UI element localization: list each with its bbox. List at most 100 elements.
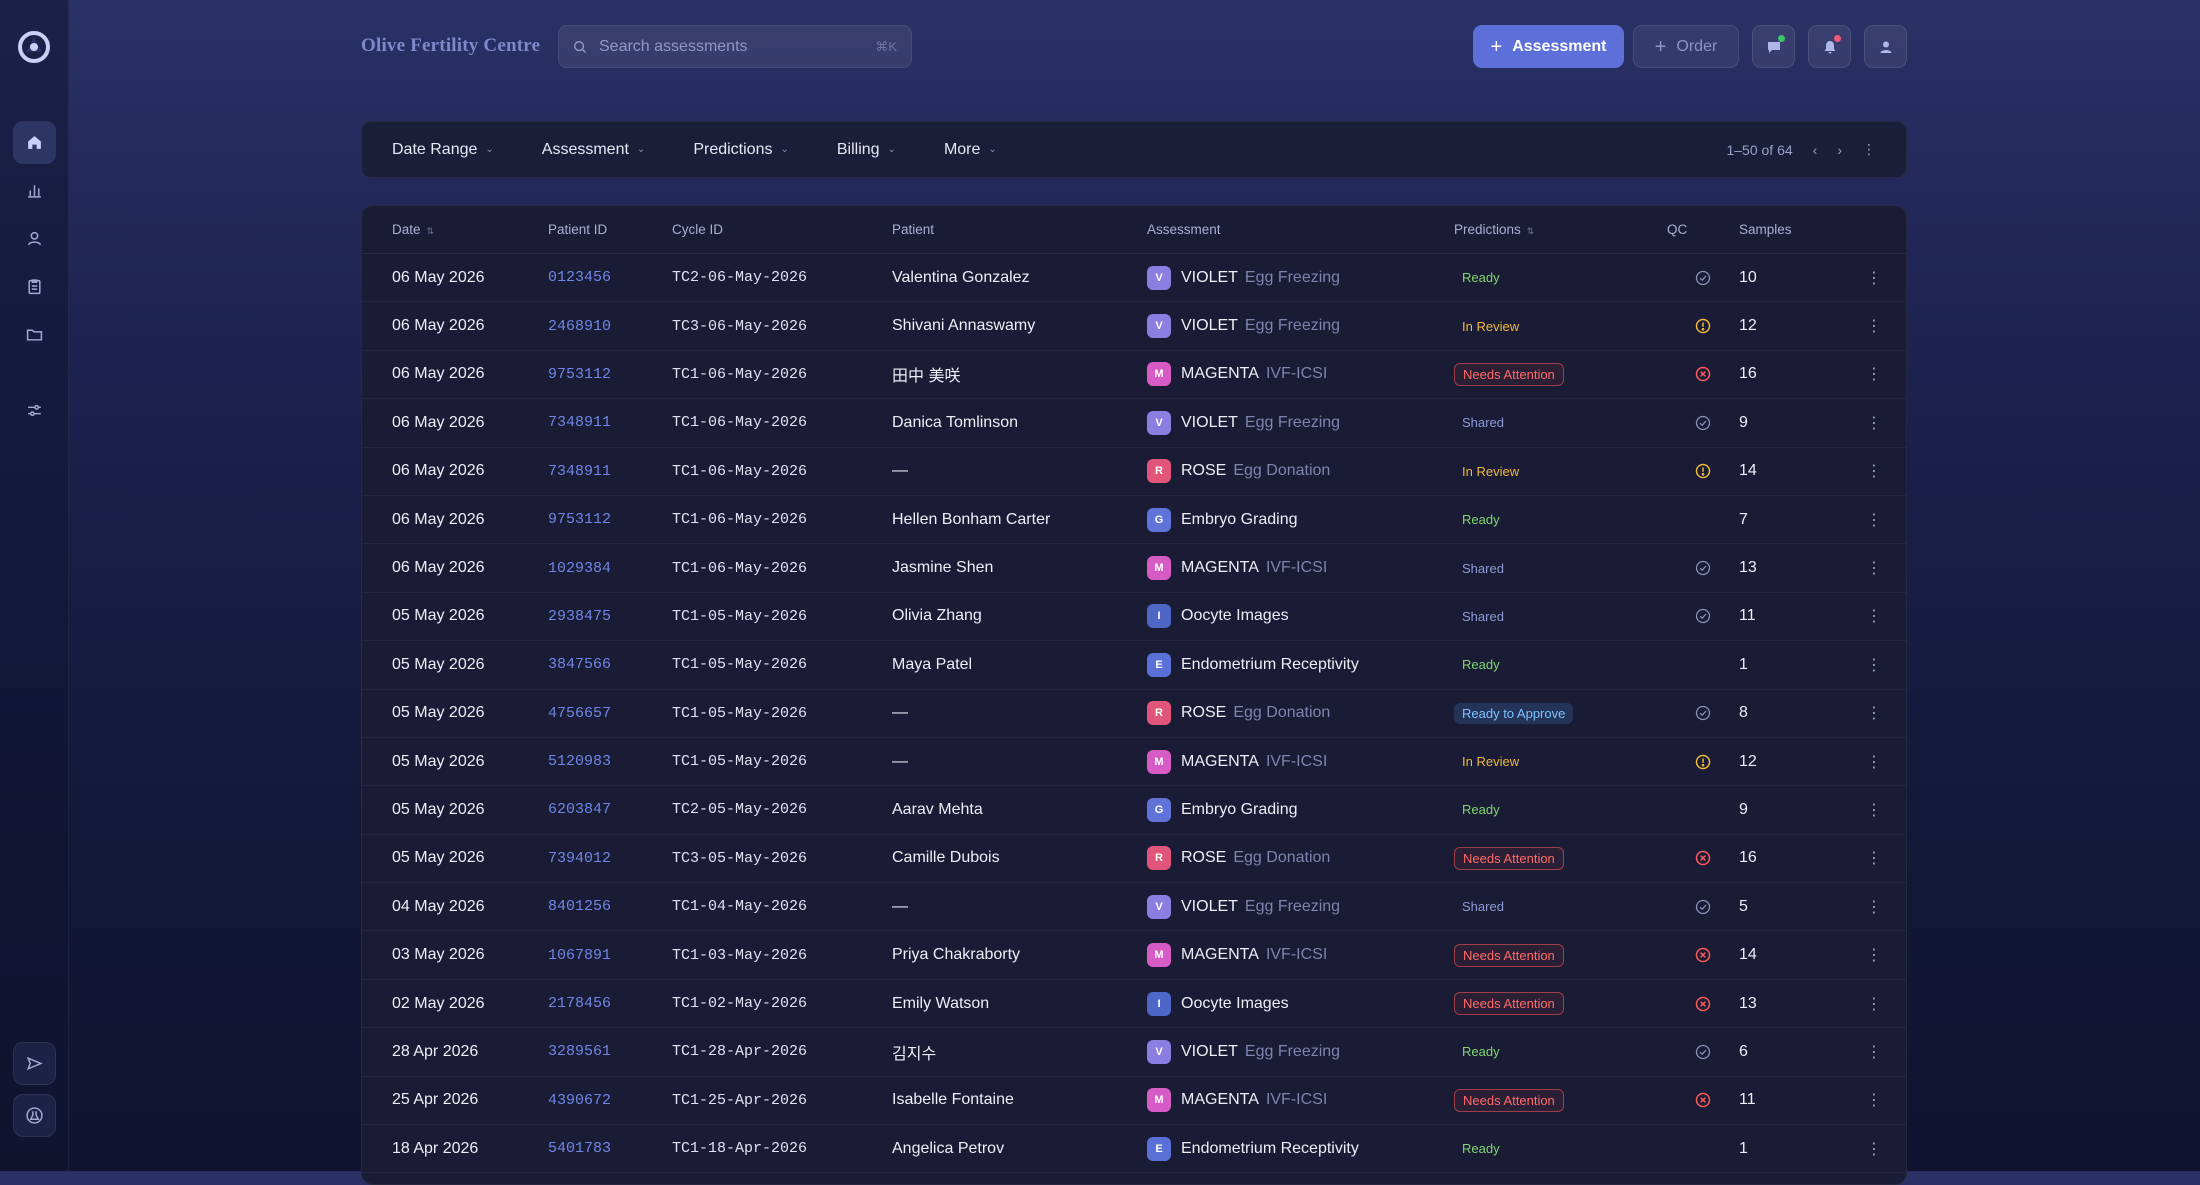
row-more-icon[interactable]: ⋮ [1866,898,1882,916]
filter-assessment[interactable]: Assessment ⌄ [542,141,646,159]
row-more-icon[interactable]: ⋮ [1866,995,1882,1013]
table-row[interactable]: 06 May 2026 2468910 TC3-06-May-2026 Shivani… [362,302,1906,351]
table-row[interactable]: 05 May 2026 3847566 TC1-05-May-2026 Maya Pa… [362,641,1906,690]
notifications-button[interactable] [1808,25,1851,68]
filter-more[interactable]: More ⌄ [944,141,997,159]
table-row[interactable]: 02 May 2026 2178456 TC1-02-May-2026 Emily W… [362,980,1906,1029]
user-icon [1880,41,1891,53]
row-more-icon[interactable]: ⋮ [1866,1043,1882,1061]
table-body: 06 May 2026 0123456 TC2-06-May-2026 Valenti… [362,254,1906,1174]
table-row[interactable]: 03 May 2026 1067891 TC1-03-May-2026 Priya C… [362,931,1906,980]
new-order-button[interactable]: + Order [1633,25,1739,68]
cell-patient-id[interactable]: 9753112 [548,511,612,529]
column-predictions[interactable]: Predictions ⇅ [1454,222,1667,237]
cell-patient-id[interactable]: 1067891 [548,946,612,964]
cell-patient-id[interactable]: 7348911 [548,414,612,432]
sidebar-item-lab[interactable] [13,1094,56,1137]
new-assessment-button[interactable]: + Assessment [1473,25,1624,68]
filter-predictions[interactable]: Predictions ⌄ [693,141,789,159]
row-more-icon[interactable]: ⋮ [1866,705,1882,723]
table-row[interactable]: 06 May 2026 9753112 TC1-06-May-2026 田中 美咲 M M… [362,351,1906,400]
assessment-name: ROSE [1181,704,1227,722]
profile-button[interactable] [1864,25,1907,68]
table-row[interactable]: 06 May 2026 1029384 TC1-06-May-2026 Jasmine… [362,544,1906,593]
row-more-icon[interactable]: ⋮ [1866,947,1882,965]
row-more-icon[interactable]: ⋮ [1866,850,1882,868]
table-row[interactable]: 05 May 2026 2938475 TC1-05-May-2026 Olivia … [362,593,1906,642]
row-more-icon[interactable]: ⋮ [1866,414,1882,432]
table-row[interactable]: 05 May 2026 6203847 TC2-05-May-2026 Aarav M… [362,786,1906,835]
sidebar-item-reports[interactable] [13,265,56,308]
cell-date: 04 May 2026 [392,897,485,915]
cell-patient-id[interactable]: 7348911 [548,462,612,480]
row-more-icon[interactable]: ⋮ [1866,463,1882,481]
row-more-icon[interactable]: ⋮ [1866,318,1882,336]
app-logo[interactable] [17,30,51,64]
user-icon [27,231,42,246]
cell-patient-id[interactable]: 8401256 [548,898,612,916]
filter-billing[interactable]: Billing ⌄ [837,141,896,159]
row-more-icon[interactable]: ⋮ [1866,269,1882,287]
table-row[interactable]: 06 May 2026 7348911 TC1-06-May-2026 Danica … [362,399,1906,448]
row-more-icon[interactable]: ⋮ [1866,801,1882,819]
cell-patient-id[interactable]: 1029384 [548,559,612,577]
filter-bar: Date Range ⌄ Assessment ⌄ Predictions ⌄ Bil… [361,121,1907,178]
table-row[interactable]: 06 May 2026 7348911 TC1-06-May-2026 — R ROSE E… [362,448,1906,496]
sidebar-item-analytics[interactable] [13,169,56,212]
table-row[interactable]: 06 May 2026 0123456 TC2-06-May-2026 Valenti… [362,254,1906,303]
assessment-name: ROSE [1181,849,1227,867]
table-row[interactable]: 06 May 2026 9753112 TC1-06-May-2026 Hellen … [362,496,1906,545]
table-row[interactable]: 05 May 2026 5120983 TC1-05-May-2026 — M MAGEN… [362,738,1906,787]
messages-dot [1778,35,1785,42]
cell-patient-id[interactable]: 3289561 [548,1043,612,1061]
sidebar-item-settings[interactable] [13,389,56,432]
more-vertical-icon[interactable]: ⋮ [1862,141,1876,157]
row-more-icon[interactable]: ⋮ [1866,1140,1882,1158]
chevron-left-icon[interactable]: ‹ [1812,141,1818,158]
qc-error-icon [1695,1092,1711,1108]
row-more-icon[interactable]: ⋮ [1866,608,1882,626]
table-row[interactable]: 05 May 2026 4756657 TC1-05-May-2026 — R ROSE E… [362,690,1906,738]
cell-patient-id[interactable]: 9753112 [548,365,612,383]
column-date[interactable]: Date ⇅ [392,222,548,237]
cell-patient-id[interactable]: 0123456 [548,269,612,287]
cell-assessment: G Embryo Grading [1147,797,1454,822]
cell-patient-id[interactable]: 6203847 [548,801,612,819]
table-row[interactable]: 25 Apr 2026 4390672 TC1-25-Apr-2026 Isabell… [362,1077,1906,1126]
cell-patient-id[interactable]: 2938475 [548,607,612,625]
search-input[interactable]: Search assessments ⌘K [558,25,912,68]
cell-patient-id[interactable]: 5401783 [548,1140,612,1158]
row-more-icon[interactable]: ⋮ [1866,511,1882,529]
filter-date-range[interactable]: Date Range ⌄ [392,141,494,159]
row-more-icon[interactable]: ⋮ [1866,753,1882,771]
cell-samples: 9 [1739,800,1748,818]
sidebar-item-home[interactable] [13,121,56,164]
row-more-icon[interactable]: ⋮ [1866,366,1882,384]
cell-date: 06 May 2026 [392,559,485,577]
table-row[interactable]: 18 Apr 2026 5401783 TC1-18-Apr-2026 Angelic… [362,1125,1906,1174]
table-row[interactable]: 28 Apr 2026 3289561 TC1-28-Apr-2026 김지수 V VIO… [362,1028,1906,1077]
cell-patient-id[interactable]: 2178456 [548,995,612,1013]
table-row[interactable]: 05 May 2026 7394012 TC3-05-May-2026 Camille… [362,835,1906,884]
row-more-icon[interactable]: ⋮ [1866,560,1882,578]
cell-patient-id[interactable]: 7394012 [548,849,612,867]
chevron-right-icon[interactable]: › [1837,141,1842,158]
cell-date: 06 May 2026 [392,317,485,335]
assessment-type: IVF-ICSI [1265,752,1328,770]
sidebar-item-patients[interactable] [13,217,56,260]
row-more-icon[interactable]: ⋮ [1866,656,1882,674]
cell-patient-id[interactable]: 4756657 [548,704,612,722]
cell-patient-id[interactable]: 4390672 [548,1091,612,1109]
cell-patient-id[interactable]: 2468910 [548,317,612,335]
cell-patient: 田中 美咲 [892,368,961,386]
messages-button[interactable] [1752,25,1795,68]
row-more-icon[interactable]: ⋮ [1866,1092,1882,1110]
cell-assessment: V VIOLET Egg Freezing [1147,410,1454,435]
cell-predictions: Shared [1454,412,1667,433]
cell-patient-id[interactable]: 3847566 [548,656,612,674]
cell-assessment: M MAGENTA IVF-ICSI [1147,1088,1454,1113]
cell-patient-id[interactable]: 5120983 [548,753,612,771]
sidebar-item-files[interactable] [13,313,56,356]
table-row[interactable]: 04 May 2026 8401256 TC1-04-May-2026 — V VIOLE… [362,883,1906,932]
sidebar-item-feedback[interactable] [13,1042,56,1085]
